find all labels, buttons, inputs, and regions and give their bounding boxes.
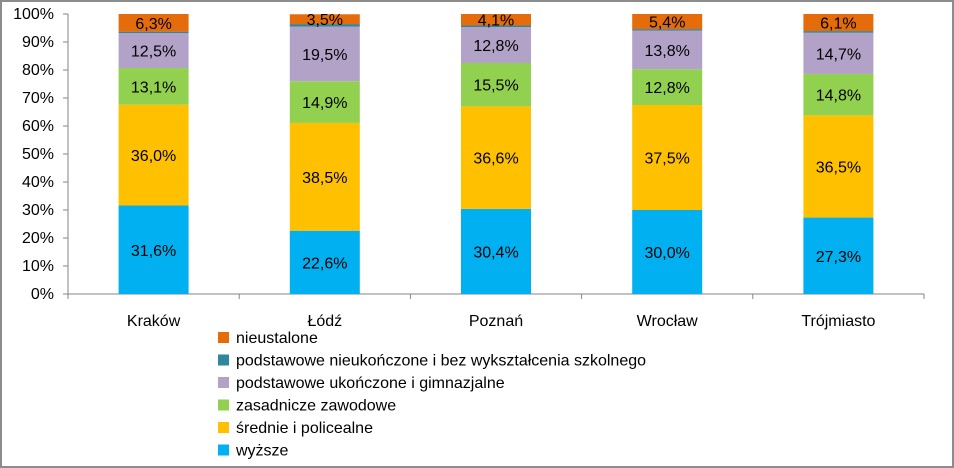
- legend-label: zasadnicze zawodowe: [236, 398, 396, 415]
- y-tick-label: 60%: [22, 118, 54, 135]
- x-tick-label: Wrocław: [637, 313, 698, 330]
- data-label: 4,1%: [478, 13, 514, 30]
- x-tick-label: Trójmiasto: [801, 313, 875, 330]
- bar-labels: 31,6% 36,0% 13,1% 12,5% 6,3% 22,6% 38,5% 14,9% 1…: [131, 12, 861, 272]
- bar-segment: [803, 31, 874, 33]
- bar-segment: [289, 26, 360, 82]
- data-label: 30,0%: [645, 245, 690, 262]
- bar-segment: [118, 104, 189, 206]
- bar-segment: [118, 33, 189, 69]
- bar-segment: [118, 14, 189, 32]
- x-tick-label: Kraków: [127, 313, 181, 330]
- data-label: 15,5%: [473, 78, 518, 95]
- data-label: 22,6%: [302, 255, 347, 272]
- data-label: 14,8%: [816, 88, 861, 105]
- data-label: 5,4%: [649, 15, 685, 32]
- bar-segment: [803, 14, 874, 32]
- data-label: 36,6%: [473, 151, 518, 168]
- bar-segment: [461, 27, 531, 63]
- legend-label: wyższe: [235, 443, 289, 460]
- bar-segment: [803, 73, 874, 116]
- legend-label: średnie i policealne: [236, 420, 373, 437]
- bar-segment: [461, 208, 531, 294]
- bars: [118, 14, 874, 294]
- legend: nieustalone podstawowe nieukończone i bez…: [218, 330, 646, 460]
- bar-segment: [632, 30, 703, 70]
- legend-swatch: [218, 399, 229, 411]
- bar-segment: [632, 210, 703, 294]
- bar-segment: [632, 29, 703, 31]
- bar-segment: [289, 24, 360, 27]
- legend-swatch: [218, 377, 229, 388]
- y-tick-label: 100%: [13, 6, 54, 23]
- x-tick-labels: Kraków Łódź Poznań Wrocław Trójmiasto: [127, 313, 876, 330]
- data-label: 38,5%: [302, 170, 347, 187]
- data-label: 6,1%: [820, 16, 856, 33]
- bar-segment: [803, 115, 874, 218]
- y-tick-label: 40%: [22, 174, 54, 191]
- data-label: 14,9%: [302, 95, 347, 112]
- data-label: 12,5%: [131, 44, 176, 61]
- data-label: 19,5%: [302, 47, 347, 64]
- legend-label: podstawowe ukończone i gimnazjalne: [236, 375, 505, 392]
- y-tick-label: 0%: [31, 286, 54, 303]
- bar-segment: [632, 105, 703, 210]
- data-label: 6,3%: [135, 16, 171, 33]
- x-tick-label: Poznań: [469, 313, 523, 330]
- data-label: 27,3%: [816, 249, 861, 266]
- bar-segment: [803, 32, 874, 74]
- legend-swatch: [218, 354, 229, 366]
- bar-segment: [289, 14, 360, 25]
- data-label: 13,8%: [645, 43, 690, 60]
- y-tick-label: 90%: [22, 34, 54, 51]
- bar-segment: [118, 68, 189, 105]
- bar-segment: [118, 31, 189, 34]
- bar-segment: [632, 69, 703, 105]
- data-label: 36,5%: [816, 159, 861, 176]
- legend-swatch: [218, 332, 229, 343]
- bar-segment: [632, 14, 703, 30]
- data-label: 3,5%: [307, 12, 343, 29]
- bar-segment: [461, 63, 531, 107]
- y-tick-label: 30%: [22, 202, 54, 219]
- y-tick-label: 80%: [22, 62, 54, 79]
- legend-label: podstawowe nieukończone i bez wykształce…: [236, 353, 646, 370]
- y-tick-label: 10%: [22, 258, 54, 275]
- legend-label: nieustalone: [236, 330, 318, 347]
- data-label: 12,8%: [645, 80, 690, 97]
- x-tick-label: Łódź: [307, 313, 342, 330]
- bar-segment: [461, 106, 531, 209]
- bar-segment: [461, 14, 531, 26]
- bar-segment: [803, 217, 874, 294]
- data-label: 13,1%: [131, 79, 176, 96]
- bar-segment: [461, 25, 531, 28]
- bar-segment: [289, 122, 360, 231]
- data-label: 12,8%: [473, 38, 518, 55]
- bar-segment: [118, 205, 189, 294]
- data-label: 31,6%: [131, 243, 176, 260]
- bar-segment: [289, 81, 360, 123]
- y-tick-label: 20%: [22, 230, 54, 247]
- bar-segment: [289, 230, 360, 294]
- data-label: 37,5%: [645, 151, 690, 168]
- y-tick-label: 50%: [22, 146, 54, 163]
- legend-swatch: [218, 444, 229, 456]
- y-tick-labels: 0% 10% 20% 30% 40% 50% 60% 70% 80% 90% 100%: [13, 6, 54, 303]
- data-label: 14,7%: [816, 46, 861, 63]
- data-label: 36,0%: [131, 148, 176, 165]
- data-label: 30,4%: [473, 244, 518, 261]
- legend-swatch: [218, 422, 229, 433]
- y-tick-label: 70%: [22, 90, 54, 107]
